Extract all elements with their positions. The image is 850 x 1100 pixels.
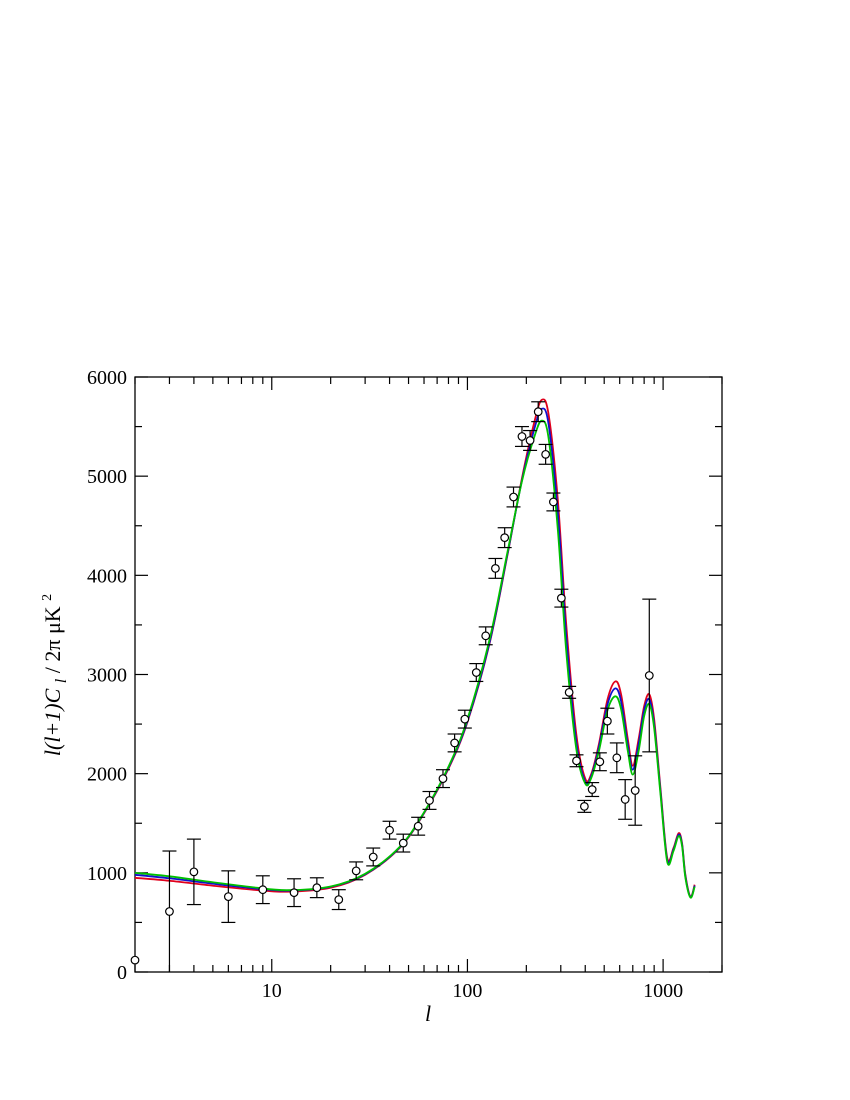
data-points: [130, 401, 657, 972]
model-curve-3: [134, 419, 696, 899]
data-point: [500, 533, 510, 543]
y-axis-label: l(l+1)C l / 2π μK 2: [40, 594, 71, 756]
data-point: [556, 593, 566, 603]
data-point: [481, 631, 491, 641]
x-axis-label: l: [425, 1001, 431, 1026]
data-point: [258, 885, 268, 895]
data-point: [630, 786, 640, 795]
data-point: [620, 795, 630, 804]
data-point: [564, 687, 574, 697]
data-point: [289, 888, 299, 898]
data-point: [587, 785, 597, 794]
data-point: [385, 825, 394, 835]
y-axis-label-sub: l: [53, 678, 70, 683]
minor-ticks: [134, 377, 723, 972]
data-point: [438, 774, 448, 784]
data-point: [334, 895, 344, 905]
data-point: [130, 955, 140, 965]
data-point: [595, 757, 605, 767]
data-point: [612, 753, 622, 763]
data-point: [548, 497, 558, 507]
major-ticks: [135, 376, 722, 973]
data-point: [460, 714, 470, 724]
data-point: [471, 668, 481, 677]
data-point: [509, 492, 518, 502]
x-tick-label: 10: [262, 980, 282, 1002]
data-point: [517, 432, 527, 441]
data-point: [368, 852, 378, 862]
y-axis-label-sup: 2: [40, 594, 55, 601]
y-tick-label: 4000: [87, 565, 127, 587]
data-point: [525, 436, 535, 445]
data-point: [413, 821, 423, 831]
data-point: [398, 838, 408, 848]
data-point: [644, 671, 654, 680]
model-curve-1: [134, 398, 696, 898]
x-tick-label: 100: [452, 980, 482, 1002]
data-point: [223, 892, 233, 902]
x-tick-label: 1000: [643, 980, 683, 1002]
data-point: [312, 883, 322, 893]
y-axis-label-unit: / 2π μK: [40, 606, 65, 673]
y-tick-label: 1000: [87, 863, 127, 885]
data-point: [351, 866, 361, 876]
y-tick-label: 0: [117, 962, 127, 984]
data-point: [450, 738, 460, 748]
model-curves: [134, 398, 696, 899]
data-point: [572, 756, 581, 766]
data-point: [602, 716, 612, 726]
tick-labels: 10 100 1000 0 1000 2000 3000 4000 5000 6000: [87, 367, 683, 1002]
y-tick-label: 5000: [87, 466, 127, 488]
data-point: [189, 867, 199, 877]
data-point: [541, 449, 551, 459]
data-point: [425, 796, 434, 805]
y-tick-label: 2000: [87, 764, 127, 786]
data-point: [533, 407, 543, 417]
data-point: [491, 563, 500, 573]
y-tick-label: 6000: [87, 367, 127, 389]
y-tick-label: 3000: [87, 665, 127, 687]
data-point: [579, 801, 589, 811]
data-point: [165, 907, 174, 916]
y-axis-label-main: l(l+1)C: [40, 688, 65, 756]
